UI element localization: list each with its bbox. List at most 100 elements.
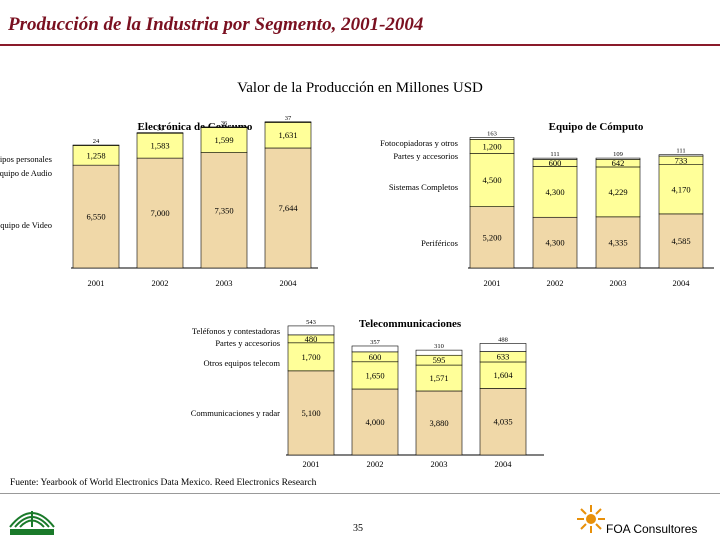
chart-3-bar-2001-series-4 xyxy=(287,325,335,336)
chart-1-label-2002-series-3: 36 xyxy=(157,126,164,133)
chart-2-label-2001-series-2: 4,500 xyxy=(482,175,501,185)
chart-2-label-2003-series-1: 4,335 xyxy=(608,237,627,247)
chart-1-label-2001-series-1: 6,550 xyxy=(86,212,105,222)
foa-logo-text: FOA Consultores xyxy=(606,522,698,536)
canieti-logo xyxy=(9,511,55,535)
chart-2-bar-2002-series-4 xyxy=(532,157,578,160)
chart-1-label-2002-series-2: 1,583 xyxy=(150,141,169,151)
chart-3-legend-4: Teléfonos y contestadoras xyxy=(192,326,280,336)
chart-2-bar-2003-series-1 xyxy=(595,216,641,269)
chart-3-label-2004-series-2: 1,604 xyxy=(493,370,513,380)
chart-2-label-2004-series-2: 4,170 xyxy=(671,184,690,194)
chart-3-legend-1: Communicaciones y radar xyxy=(191,408,280,418)
chart-2-bar-2001-series-2 xyxy=(469,153,515,207)
chart-3-legend-3: Partes y accesorios xyxy=(215,338,280,348)
chart-2-label-2002-series-3: 600 xyxy=(549,158,562,168)
chart-3-legend-2: Otros equipos telecom xyxy=(204,358,281,368)
chart-3-label-2003-series-4: 310 xyxy=(434,343,444,350)
chart-3-label-2004-series-4: 488 xyxy=(498,336,508,343)
chart-3-bar-2002-series-4 xyxy=(351,345,399,353)
chart-3-label-2002-series-1: 4,000 xyxy=(365,417,384,427)
chart-2-tick-2002: 2002 xyxy=(547,278,564,288)
source-note: Fuente: Yearbook of World Electronics Da… xyxy=(10,478,317,488)
chart-3-label-2002-series-2: 1,650 xyxy=(365,370,384,380)
chart-2-tick-2004: 2004 xyxy=(673,278,691,288)
chart-2-bar-2001-series-1 xyxy=(469,206,515,269)
chart-2-label-2004-series-4: 111 xyxy=(676,148,685,155)
title-divider xyxy=(0,44,720,46)
chart-3-tick-2002: 2002 xyxy=(367,459,384,469)
chart-1-legend-1: Equipo de Video xyxy=(0,220,52,230)
chart-2-label-2004-series-1: 4,585 xyxy=(671,236,690,246)
chart-2-label-2002-series-1: 4,300 xyxy=(545,238,564,248)
chart-1-label-2003-series-2: 1,599 xyxy=(214,135,233,145)
page-number: 35 xyxy=(353,523,363,534)
chart-3-bar-2004-series-1 xyxy=(479,388,527,456)
chart-1-tick-2003: 2003 xyxy=(216,278,233,288)
chart-2-legend-2: Sistemas Completos xyxy=(389,182,458,192)
chart-3-bar-2003-series-2 xyxy=(415,364,463,392)
chart-1-tick-2004: 2004 xyxy=(280,278,298,288)
chart-3-label-2002-series-3: 600 xyxy=(369,352,382,362)
chart-1-label-2004-series-3: 37 xyxy=(285,115,292,122)
page-subtitle: Valor de la Producción en Millones USD xyxy=(237,80,483,96)
chart-3-tick-2003: 2003 xyxy=(431,459,448,469)
chart-2-bar-2004-series-4 xyxy=(658,154,704,157)
chart-1-bar-2002-series-3 xyxy=(136,132,184,134)
chart-1-label-2004-series-2: 1,631 xyxy=(278,130,297,140)
chart-2-label-2001-series-4: 163 xyxy=(487,130,497,137)
chart-2-bar-2004-series-2 xyxy=(658,164,704,215)
chart-3-label-2001-series-4: 543 xyxy=(306,319,316,326)
chart-2-label-2003-series-2: 4,229 xyxy=(608,187,627,197)
chart-2-label-2002-series-2: 4,300 xyxy=(545,187,564,197)
chart-1-legend-2: Equipo de Audio xyxy=(0,168,52,178)
chart-1-legend-3: Equipos personales xyxy=(0,154,52,164)
chart-3-label-2004-series-3: 633 xyxy=(497,352,510,362)
chart-3-tick-2004: 2004 xyxy=(495,459,513,469)
chart-2-bar-2002-series-2 xyxy=(532,166,578,218)
chart-1-bar-2004-series-2 xyxy=(264,122,312,149)
chart-3-label-2002-series-4: 357 xyxy=(370,339,381,346)
chart-1-label-2003-series-3: 36 xyxy=(221,120,228,127)
chart-2-label-2003-series-4: 109 xyxy=(613,151,623,158)
foa-sun-icon xyxy=(577,505,605,533)
chart-1-label-2001-series-2: 1,258 xyxy=(86,150,105,160)
chart-3-bar-2004-series-4 xyxy=(479,343,527,352)
chart-3-label-2003-series-2: 1,571 xyxy=(429,373,448,383)
chart-2-bar-2003-series-4 xyxy=(595,157,641,160)
chart-1-label-2001-series-3: 24 xyxy=(93,138,100,145)
footer-divider xyxy=(0,493,720,494)
chart-3-tick-2001: 2001 xyxy=(303,459,320,469)
chart-2-label-2001-series-3: 1,200 xyxy=(482,141,501,151)
chart-2-legend-4: Fotocopiadoras y otros xyxy=(380,138,458,148)
chart-3-title: Telecommunicaciones xyxy=(359,318,462,330)
chart-1-bar-2004-series-3 xyxy=(264,121,312,123)
chart-3-bar-2003-series-4 xyxy=(415,349,463,356)
chart-3-label-2003-series-1: 3,880 xyxy=(429,418,448,428)
chart-2-legend-1: Periféricos xyxy=(421,238,458,248)
chart-3-bar-2004-series-2 xyxy=(479,361,527,389)
chart-2-tick-2003: 2003 xyxy=(610,278,627,288)
chart-2-bar-2004-series-1 xyxy=(658,213,704,269)
page-title: Producción de la Industria por Segmento,… xyxy=(8,14,424,35)
chart-3-label-2004-series-1: 4,035 xyxy=(493,417,512,427)
chart-1-bar-2004-series-1 xyxy=(264,147,312,269)
chart-1-label-2003-series-1: 7,350 xyxy=(214,205,233,215)
chart-2-legend-3: Partes y accesorios xyxy=(393,151,458,161)
chart-1-label-2004-series-1: 7,644 xyxy=(278,203,298,213)
chart-1-bar-2003-series-3 xyxy=(200,126,248,128)
chart-2-title: Equipo de Cómputo xyxy=(549,121,644,133)
chart-2-label-2004-series-3: 733 xyxy=(675,155,688,165)
chart-2-tick-2001: 2001 xyxy=(484,278,501,288)
chart-3-label-2001-series-3: 480 xyxy=(305,334,318,344)
chart-2-label-2003-series-3: 642 xyxy=(612,158,625,168)
chart-2-label-2001-series-1: 5,200 xyxy=(482,232,501,242)
chart-1-tick-2001: 2001 xyxy=(88,278,105,288)
chart-3-bar-2001-series-1 xyxy=(287,370,335,456)
chart-1-label-2002-series-1: 7,000 xyxy=(150,208,169,218)
chart-3-bar-2001-series-2 xyxy=(287,342,335,372)
chart-3-label-2001-series-1: 5,100 xyxy=(301,408,320,418)
chart-3-bar-2002-series-1 xyxy=(351,388,399,456)
chart-2-label-2002-series-4: 111 xyxy=(550,151,559,158)
